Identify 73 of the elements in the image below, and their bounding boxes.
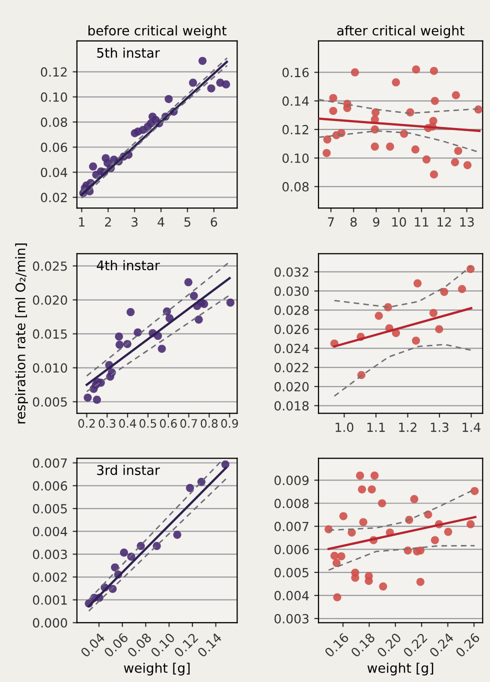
y-tick-label: 0.001	[32, 595, 67, 605]
y-tick-label: 0.008	[274, 498, 309, 508]
x-tick-label: 13	[460, 217, 474, 227]
y-tick-label: 0.018	[274, 401, 309, 411]
x-axis-title: weight [g]	[124, 662, 190, 676]
x-tick-label: 8	[350, 217, 357, 227]
x-tick-label: 1.2	[399, 422, 416, 432]
y-tick-label: 0.006	[274, 544, 309, 554]
y-tick-label: 0.002	[32, 572, 67, 582]
annotation: 3rd instar	[97, 464, 160, 476]
x-tick-label: 1.3	[430, 422, 448, 432]
y-tick-label: 0.030	[274, 286, 309, 296]
y-tick-label: 0.10	[282, 153, 309, 163]
y-tick-label: 0.10	[40, 92, 68, 102]
x-tick-label: 0.8	[200, 419, 218, 428]
x-tick-label: 1.0	[336, 422, 354, 432]
y-tick-label: 0.005	[32, 504, 67, 514]
x-tick-label: 0.9	[221, 419, 238, 428]
annotation: 4th instar	[96, 260, 160, 270]
y-tick-label: 0.08	[40, 117, 68, 127]
y-tick-label: 0.007	[32, 458, 67, 468]
y-tick-label: 0.020	[274, 382, 309, 392]
x-tick-label: 2	[105, 217, 111, 227]
y-tick-label: 0.12	[40, 67, 67, 77]
y-tick-label: 0.022	[274, 362, 308, 372]
x-tick-label: 6	[210, 217, 218, 227]
y-axis-title: respiration rate [ml O₂/min]	[15, 244, 28, 424]
y-tick-label: 0.004	[32, 526, 68, 536]
x-tick-label: 9	[373, 217, 380, 227]
x-tick-label: 0.4	[119, 419, 136, 428]
y-tick-label: 0.12	[282, 124, 308, 134]
y-tick-label: 0.025	[32, 261, 67, 271]
x-tick-label: 4	[158, 217, 164, 227]
x-tick-label: 0.2	[78, 419, 95, 428]
x-axis-title: weight [g]	[367, 662, 434, 676]
y-tick-label: 0.007	[274, 522, 308, 532]
x-tick-label: 7	[328, 217, 334, 227]
x-tick-label: 0.3	[98, 419, 116, 428]
x-tick-label: 1.1	[367, 422, 385, 432]
y-tick-label: 0.04	[40, 168, 68, 178]
y-tick-label: 0.010	[32, 363, 68, 373]
y-tick-label: 0.16	[282, 68, 309, 78]
chart-title: before critical weight	[88, 25, 226, 38]
y-tick-label: 0.06	[40, 142, 68, 152]
x-tick-label: 1.4	[462, 422, 480, 432]
y-tick-label: 0.032	[274, 267, 308, 277]
annotation: 5th instar	[97, 48, 160, 58]
y-tick-label: 0.020	[32, 295, 68, 305]
y-tick-label: 0.004	[274, 590, 309, 600]
y-tick-label: 0.028	[274, 306, 309, 316]
x-tick-label: 10	[392, 217, 406, 227]
y-tick-label: 0.015	[32, 329, 67, 339]
x-tick-label: 12	[438, 217, 451, 227]
y-tick-label: 0.003	[274, 614, 308, 624]
y-tick-label: 0.08	[282, 182, 309, 192]
chart-title: after critical weight	[337, 25, 464, 38]
x-tick-label: 11	[414, 217, 428, 227]
y-tick-label: 0.005	[32, 397, 67, 407]
y-tick-label: 0.000	[32, 618, 68, 628]
x-tick-label: 3	[132, 217, 138, 227]
y-tick-label: 0.005	[274, 568, 308, 578]
y-tick-label: 0.14	[282, 96, 309, 106]
y-tick-label: 0.009	[274, 476, 309, 486]
x-tick-label: 0.7	[180, 419, 197, 428]
x-tick-label: 0.5	[140, 419, 156, 428]
y-tick-label: 0.006	[32, 481, 68, 491]
y-tick-label: 0.003	[32, 550, 67, 560]
y-tick-label: 0.02	[40, 192, 67, 202]
x-tick-label: 0.6	[160, 419, 177, 428]
x-tick-label: 5	[184, 217, 190, 227]
y-tick-label: 0.024	[274, 344, 309, 354]
y-tick-label: 0.026	[274, 324, 309, 334]
x-tick-label: 1	[79, 217, 85, 227]
